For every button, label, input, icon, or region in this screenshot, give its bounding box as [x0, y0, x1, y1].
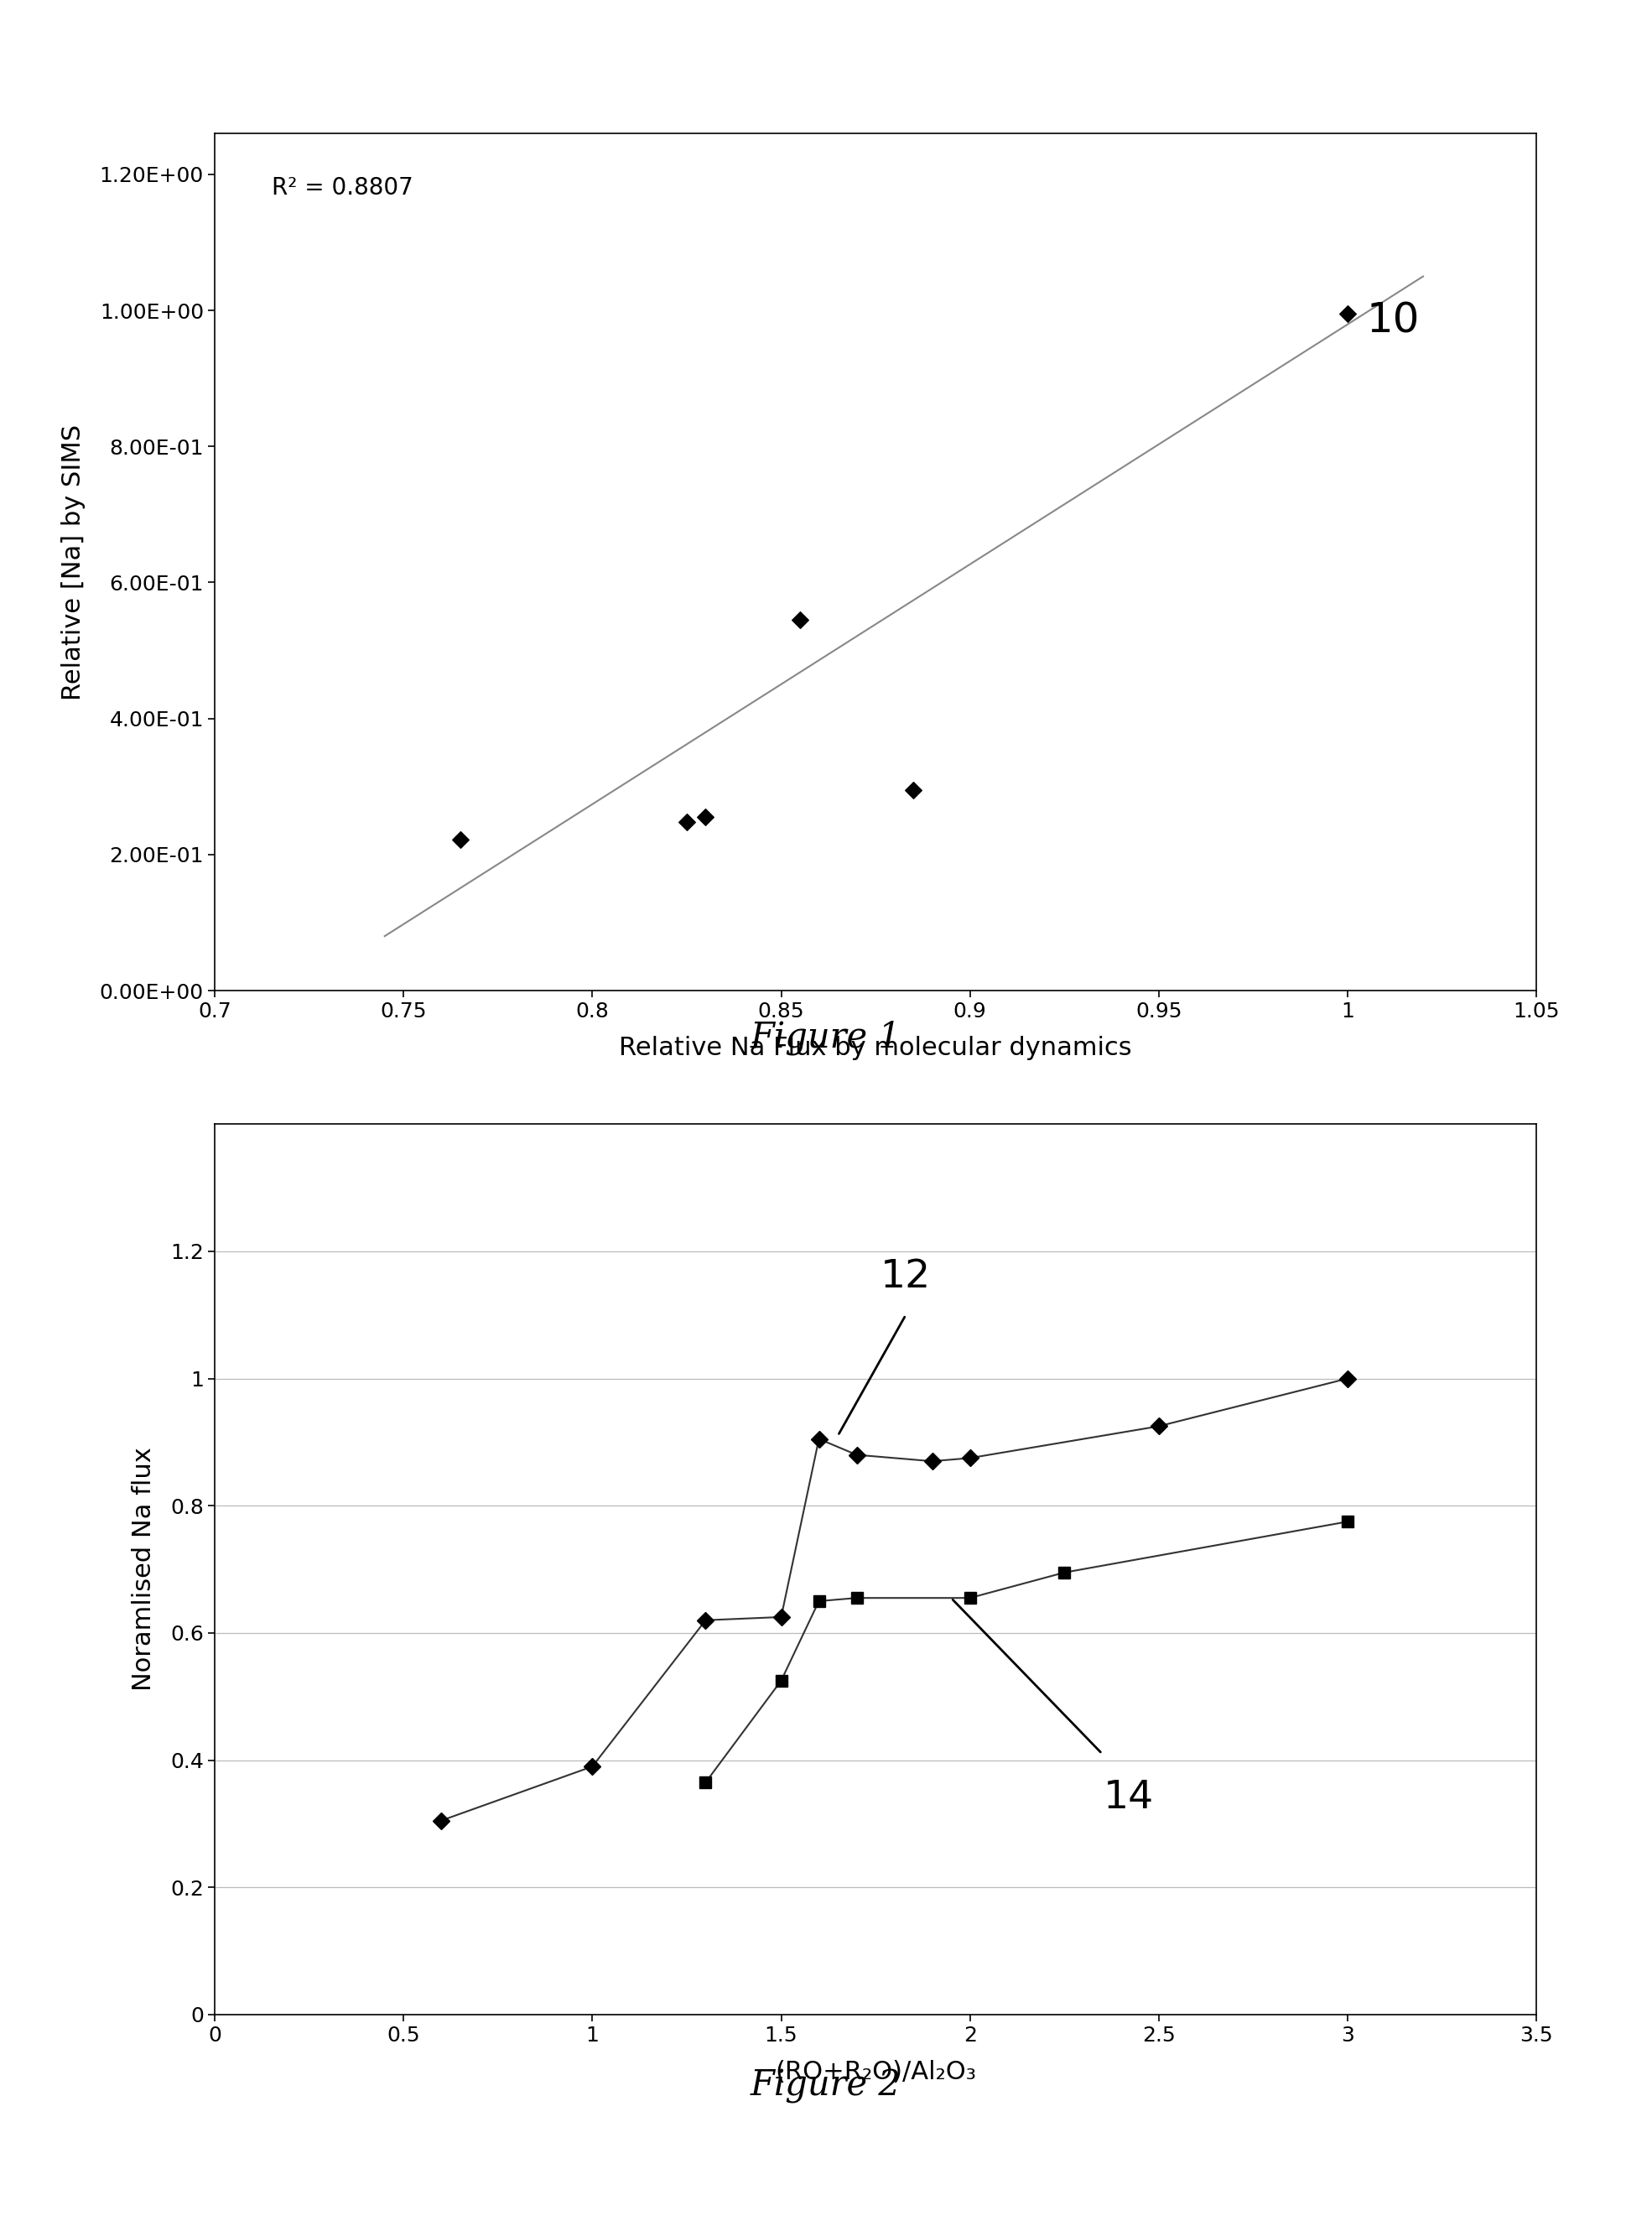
Y-axis label: Noramlised Na flux: Noramlised Na flux: [132, 1447, 157, 1692]
Text: 10: 10: [1366, 301, 1419, 341]
Point: [674, 804, 700, 839]
Point: [900, 772, 927, 808]
Text: 12: 12: [881, 1258, 932, 1296]
Text: R² = 0.8807: R² = 0.8807: [271, 176, 413, 200]
Point: [448, 821, 474, 857]
Text: Figure 1: Figure 1: [750, 1020, 902, 1055]
Y-axis label: Relative [Na] by SIMS: Relative [Na] by SIMS: [61, 423, 86, 701]
Text: Figure 2: Figure 2: [750, 2068, 902, 2104]
Point: [786, 601, 813, 637]
X-axis label: Relative Na Flux by molecular dynamics: Relative Na Flux by molecular dynamics: [620, 1035, 1132, 1060]
Point: [692, 799, 719, 835]
X-axis label: (RO+R₂O)/Al₂O₃: (RO+R₂O)/Al₂O₃: [775, 2059, 976, 2084]
Text: 14: 14: [1104, 1779, 1153, 1816]
Point: [1335, 296, 1361, 332]
